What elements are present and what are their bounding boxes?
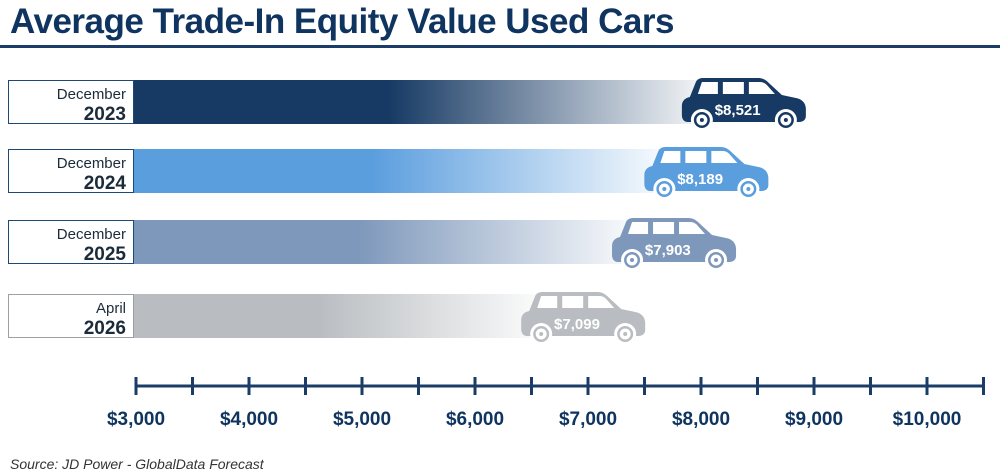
x-tick-label: $8,000	[672, 409, 730, 430]
title-rule	[0, 45, 1000, 48]
bar-2024	[134, 149, 665, 193]
car-window-rear	[628, 222, 649, 234]
x-tick-label: $9,000	[785, 409, 843, 430]
bar-2025	[134, 220, 633, 264]
car-window-middle	[562, 296, 584, 308]
value-label-2024: $8,189	[677, 171, 723, 188]
car-icon	[644, 147, 769, 200]
bar-2023	[134, 80, 702, 124]
car-window-front	[711, 151, 738, 163]
car-window-middle	[722, 82, 744, 94]
car-icon	[681, 78, 806, 131]
car-wheel-hub	[746, 187, 751, 191]
car-wheel-hub	[662, 187, 667, 191]
car-wheel-hub	[783, 118, 788, 122]
category-label-line2: 2025	[84, 244, 127, 265]
car-window-front	[588, 296, 615, 308]
car-wheel-hub	[623, 332, 628, 336]
x-tick-label: $5,000	[333, 409, 391, 430]
car-window-rear	[697, 82, 718, 94]
category-label-line2: 2023	[84, 104, 126, 125]
value-label-2026: $7,099	[554, 316, 600, 333]
category-label-line2: 2026	[84, 318, 126, 339]
x-tick-label: $4,000	[220, 409, 278, 430]
car-icon	[521, 292, 646, 345]
category-label-box	[8, 149, 134, 193]
category-label-line1: December	[57, 155, 126, 172]
category-label-box	[8, 294, 134, 338]
bar-2026	[134, 294, 542, 338]
chart-title: Average Trade-In Equity Value Used Cars	[10, 2, 674, 41]
car-window-rear	[660, 151, 681, 163]
x-tick-label: $6,000	[446, 409, 504, 430]
car-wheel-hub	[539, 332, 544, 336]
category-label-line1: December	[57, 86, 126, 103]
source-note: Source: JD Power - GlobalData Forecast	[10, 456, 264, 472]
x-tick-label: $10,000	[893, 409, 962, 430]
category-label-box	[8, 80, 134, 124]
value-label-2025: $7,903	[645, 242, 691, 259]
x-tick-label: $7,000	[559, 409, 617, 430]
category-label-line1: April	[96, 300, 126, 317]
car-window-front	[748, 82, 775, 94]
value-label-2023: $8,521	[715, 102, 761, 119]
car-window-rear	[537, 296, 558, 308]
car-wheel-hub	[714, 258, 719, 262]
category-label-line2: 2024	[84, 173, 127, 194]
car-wheel-hub	[699, 118, 704, 122]
car-window-front	[679, 222, 706, 234]
car-window-middle	[653, 222, 675, 234]
car-icon	[612, 218, 737, 271]
category-label-box	[8, 220, 134, 264]
category-label-line1: December	[57, 226, 126, 243]
car-wheel-hub	[630, 258, 635, 262]
car-window-middle	[685, 151, 707, 163]
x-tick-label: $3,000	[107, 409, 165, 430]
